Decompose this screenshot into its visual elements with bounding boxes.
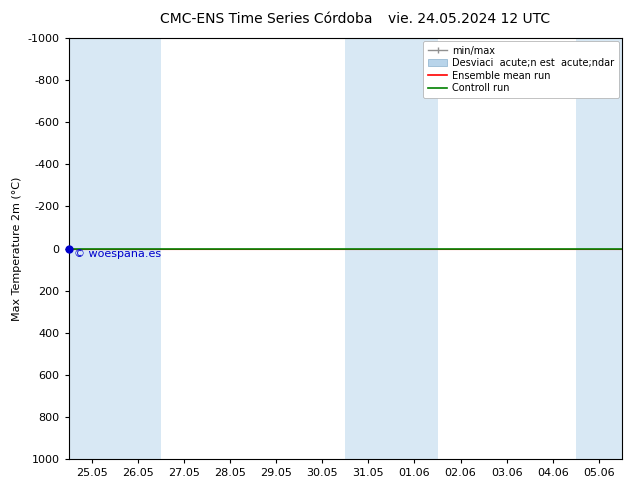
Text: vie. 24.05.2024 12 UTC: vie. 24.05.2024 12 UTC: [388, 12, 550, 26]
Bar: [68, 38, 161, 459]
Y-axis label: Max Temperature 2m (°C): Max Temperature 2m (°C): [12, 176, 22, 320]
Text: CMC-ENS Time Series Córdoba: CMC-ENS Time Series Córdoba: [160, 12, 373, 26]
Bar: [576, 38, 622, 459]
Text: © woespana.es: © woespana.es: [74, 248, 161, 259]
Bar: [346, 38, 437, 459]
Legend: min/max, Desviaci  acute;n est  acute;ndar, Ensemble mean run, Controll run: min/max, Desviaci acute;n est acute;ndar…: [423, 41, 619, 98]
